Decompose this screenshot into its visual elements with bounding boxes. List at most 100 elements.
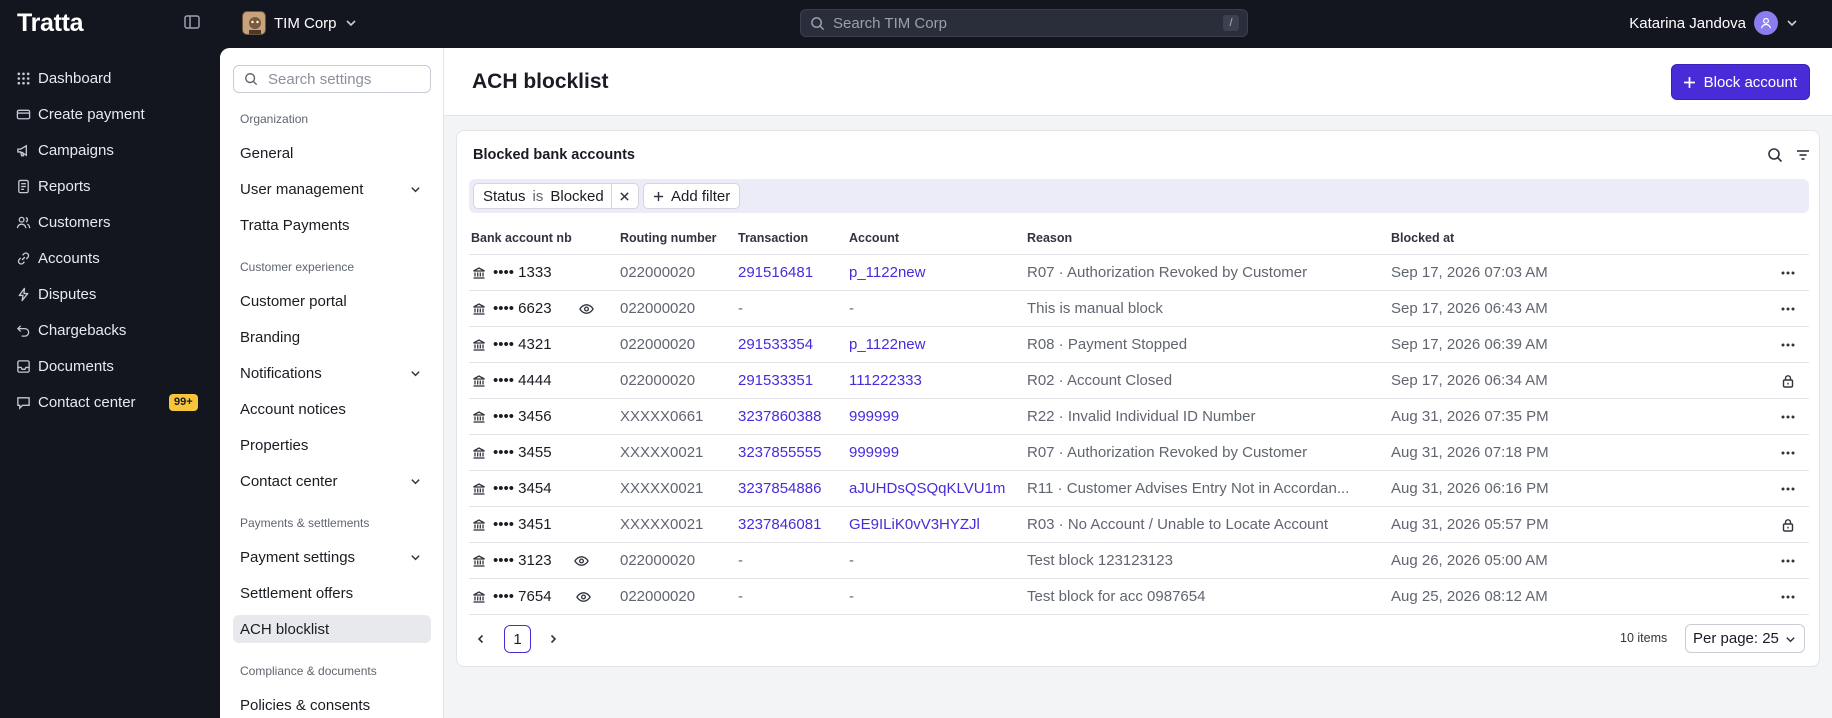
account-link[interactable]: p_1122new: [849, 264, 926, 281]
next-page-button[interactable]: [541, 627, 565, 651]
bank-account-number: •••• 3455: [493, 444, 552, 461]
routing-number: XXXXX0661: [620, 408, 704, 425]
nav-item-contact-center[interactable]: Contact center 99+: [0, 384, 220, 420]
table-row[interactable]: •••• 1333 022000020 291516481 p_1122new R07 …: [469, 255, 1809, 291]
global-search[interactable]: /: [800, 9, 1248, 37]
chevron-right-icon: [550, 634, 557, 644]
filter-icon[interactable]: [1795, 147, 1811, 163]
transaction-link[interactable]: 291533354: [738, 336, 814, 353]
table-row[interactable]: •••• 3454 XXXXX0021 3237854886 aJUHDsQSQqKL…: [469, 471, 1809, 507]
nav-item-create-payment[interactable]: Create payment: [0, 96, 220, 132]
more-options-icon[interactable]: [1780, 446, 1796, 460]
settings-search-input[interactable]: [268, 70, 418, 88]
eye-icon[interactable]: [576, 591, 591, 603]
transaction-link[interactable]: 3237855555: [738, 444, 822, 461]
table-row[interactable]: •••• 4444 022000020 291533351 111222333 R02 …: [469, 363, 1809, 399]
nav-item-disputes[interactable]: Disputes: [0, 276, 220, 312]
nav-item-label: Create payment: [38, 105, 145, 123]
column-header-transaction[interactable]: Transaction: [738, 231, 809, 245]
table-row[interactable]: •••• 3123 022000020 - - Test block 123123123…: [469, 543, 1809, 579]
settings-item-account-notices[interactable]: Account notices: [233, 395, 431, 423]
more-options-icon[interactable]: [1780, 266, 1796, 280]
settings-item-customer-portal[interactable]: Customer portal: [233, 287, 431, 315]
block-account-button[interactable]: Block account: [1670, 64, 1810, 100]
close-icon: [620, 191, 629, 201]
table-row[interactable]: •••• 3455 XXXXX0021 3237855555 999999 R07 · …: [469, 435, 1809, 471]
settings-item-payment-settings[interactable]: Payment settings: [233, 543, 431, 571]
table-row[interactable]: •••• 7654 022000020 - - Test block for acc 0…: [469, 579, 1809, 615]
settings-item-label: User management: [240, 180, 364, 198]
users-icon: [16, 215, 31, 230]
settings-item-properties[interactable]: Properties: [233, 431, 431, 459]
settings-item-user-management[interactable]: User management: [233, 175, 431, 203]
settings-item-tratta-payments[interactable]: Tratta Payments: [233, 211, 431, 239]
account-link[interactable]: 111222333: [849, 372, 922, 389]
page-header: ACH blocklist Block account: [444, 48, 1832, 116]
more-options-icon[interactable]: [1780, 410, 1796, 424]
account-link[interactable]: 999999: [849, 408, 900, 425]
sidebar-toggle-icon[interactable]: [183, 13, 201, 31]
account-link[interactable]: aJUHDsQSQqKLVU1m: [849, 480, 1006, 497]
settings-item-notifications[interactable]: Notifications: [233, 359, 431, 387]
current-page-button[interactable]: 1: [504, 625, 531, 653]
add-filter-button[interactable]: Add filter: [643, 183, 741, 209]
nav-item-customers[interactable]: Customers: [0, 204, 220, 240]
bank-account-number: •••• 1333: [493, 264, 552, 281]
per-page-select[interactable]: Per page: 25: [1685, 624, 1805, 653]
settings-item-settlement-offers[interactable]: Settlement offers: [233, 579, 431, 607]
table-row[interactable]: •••• 4321 022000020 291533354 p_1122new R08 …: [469, 327, 1809, 363]
settings-item-contact-center[interactable]: Contact center: [233, 467, 431, 495]
chevron-down-icon: [345, 17, 357, 29]
column-header-reason[interactable]: Reason: [1027, 231, 1073, 245]
nav-item-documents[interactable]: Documents: [0, 348, 220, 384]
more-options-icon[interactable]: [1780, 338, 1796, 352]
account-link[interactable]: p_1122new: [849, 336, 926, 353]
account-link[interactable]: GE9ILiK0vV3HYZJl: [849, 516, 980, 533]
org-switcher[interactable]: TIM Corp: [242, 10, 357, 36]
nav-item-accounts[interactable]: Accounts: [0, 240, 220, 276]
remove-filter-button[interactable]: [612, 183, 638, 209]
settings-item-ach-blocklist[interactable]: ACH blocklist: [233, 615, 431, 643]
items-count: 10 items: [1620, 631, 1668, 645]
brand-logo[interactable]: Tratta: [17, 9, 84, 37]
nav-item-reports[interactable]: Reports: [0, 168, 220, 204]
global-search-input[interactable]: [833, 14, 1213, 32]
settings-search[interactable]: [233, 65, 431, 93]
user-menu[interactable]: Katarina Jandova: [1629, 10, 1798, 36]
top-bar: Tratta TIM Corp / Katarina Jandova: [0, 0, 1832, 48]
search-icon[interactable]: [1767, 147, 1783, 163]
nav-item-chargebacks[interactable]: Chargebacks: [0, 312, 220, 348]
nav-item-dashboard[interactable]: Dashboard: [0, 60, 220, 96]
blocked-at: Sep 17, 2026 06:43 AM: [1391, 300, 1548, 317]
bank-icon: [472, 482, 486, 496]
table-row[interactable]: •••• 3456 XXXXX0661 3237860388 999999 R22 · …: [469, 399, 1809, 435]
transaction-link[interactable]: 3237854886: [738, 480, 822, 497]
settings-item-policies-consents[interactable]: Policies & consents: [233, 691, 431, 718]
table-row[interactable]: •••• 3451 XXXXX0021 3237846081 GE9ILiK0vV3H…: [469, 507, 1809, 543]
eye-icon[interactable]: [574, 555, 589, 567]
more-options-icon[interactable]: [1780, 482, 1796, 496]
bank-icon: [472, 518, 486, 532]
account-link[interactable]: 999999: [849, 444, 900, 461]
status-filter-chip[interactable]: Status is Blocked: [473, 183, 639, 209]
more-options-icon[interactable]: [1780, 302, 1796, 316]
eye-icon[interactable]: [579, 303, 594, 315]
more-options-icon[interactable]: [1780, 554, 1796, 568]
blocked-at: Sep 17, 2026 07:03 AM: [1391, 264, 1548, 281]
nav-item-label: Chargebacks: [38, 321, 127, 339]
column-header-bank-account[interactable]: Bank account nb: [471, 231, 572, 245]
settings-item-branding[interactable]: Branding: [233, 323, 431, 351]
transaction-link[interactable]: 291516481: [738, 264, 814, 281]
table-row[interactable]: •••• 6623 022000020 - - This is manual block…: [469, 291, 1809, 327]
more-options-icon[interactable]: [1780, 590, 1796, 604]
transaction-link[interactable]: 3237846081: [738, 516, 822, 533]
transaction-link[interactable]: 3237860388: [738, 408, 822, 425]
transaction-link[interactable]: 291533351: [738, 372, 814, 389]
bank-account-number: •••• 4321: [493, 336, 552, 353]
previous-page-button[interactable]: [469, 627, 493, 651]
column-header-blocked-at[interactable]: Blocked at: [1391, 231, 1455, 245]
settings-item-general[interactable]: General: [233, 139, 431, 167]
column-header-account[interactable]: Account: [849, 231, 899, 245]
column-header-routing-number[interactable]: Routing number: [620, 231, 717, 245]
nav-item-campaigns[interactable]: Campaigns: [0, 132, 220, 168]
